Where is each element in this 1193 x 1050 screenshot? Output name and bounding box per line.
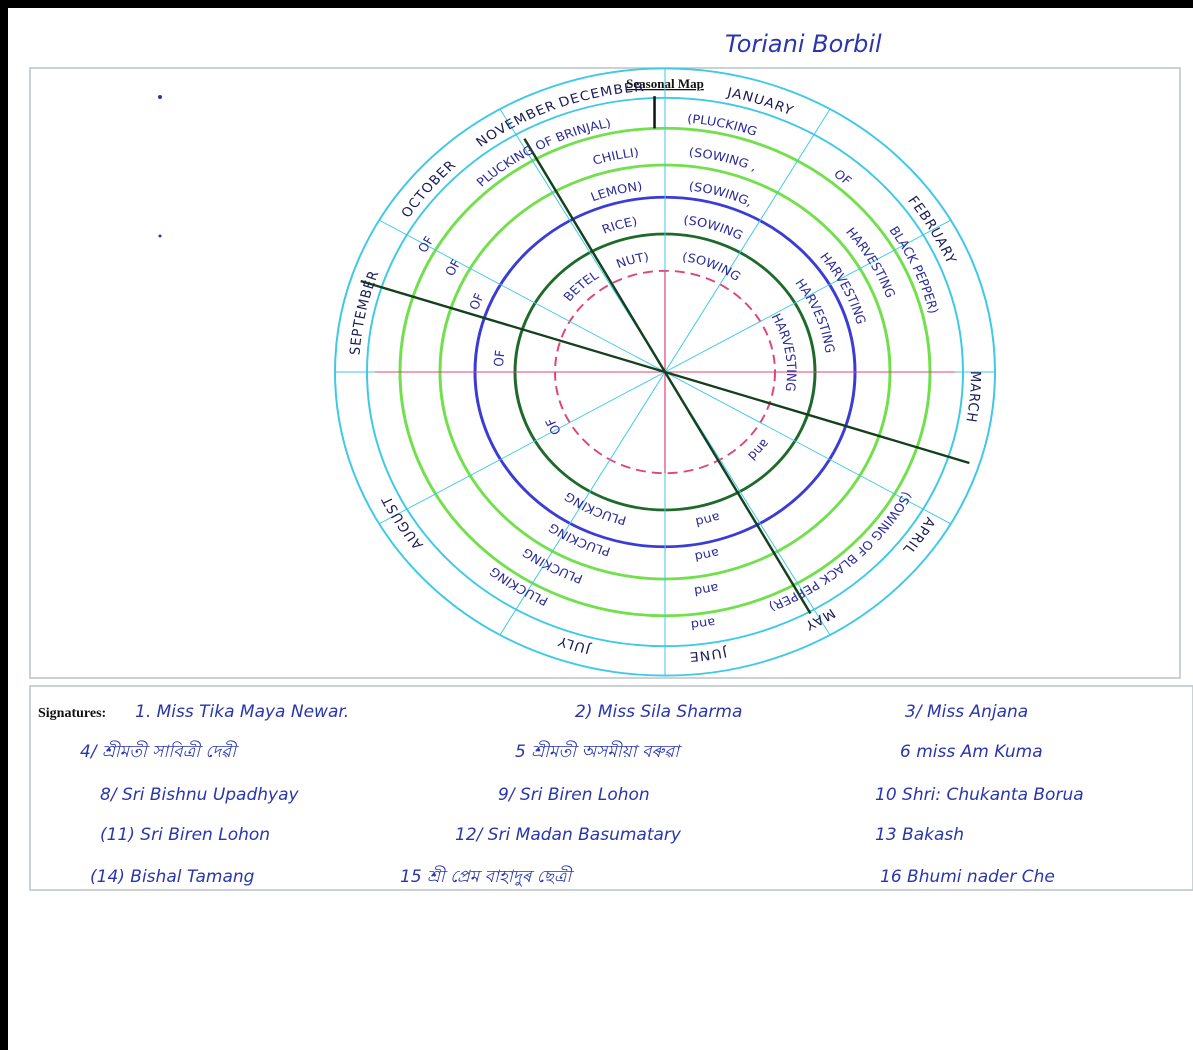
crop-activity-label: OF	[491, 349, 508, 367]
crop-activity-label-path: OF	[491, 349, 508, 367]
crop-activity-label: OF	[542, 416, 564, 437]
signature: 2) Miss Sila Sharma	[575, 702, 742, 722]
signature: 5 শ্ৰীমতী অসমীয়া বৰুৱা	[515, 740, 682, 762]
signature: 15 শ্ৰী প্ৰেম বাহাদুৰ ছেত্ৰী	[400, 865, 574, 887]
ink-dot	[158, 234, 162, 238]
signature: (11) Sri Biren Lohon	[100, 825, 270, 845]
signature: 4/ শ্ৰীমতী সাবিত্ৰী দেৱী	[80, 740, 239, 762]
crop-activity-label: and	[694, 510, 722, 530]
crop-activity-label: and	[690, 615, 717, 632]
crop-activity-label: OF	[414, 234, 436, 255]
crop-activity-label-path: and	[693, 581, 720, 599]
signatures-label: Signatures:	[38, 706, 106, 721]
signature: (14) Bishal Tamang	[90, 867, 255, 887]
crop-activity-label-path: OF	[442, 257, 464, 278]
signature: 9/ Sri Biren Lohon	[498, 785, 650, 805]
season-divider	[523, 138, 812, 614]
month-spoke	[664, 371, 952, 525]
crop-activity-label: and	[694, 546, 722, 565]
ink-dot	[158, 95, 162, 99]
signature: 16 Bhumi nader Che	[880, 867, 1055, 887]
month-spoke	[378, 219, 666, 373]
crop-activity-label: OF	[466, 291, 487, 312]
crop-activity-label-path: and	[694, 546, 722, 565]
month-label-path: JUNE	[688, 644, 728, 663]
crop-activity-label-path: and	[690, 615, 717, 632]
signature: 8/ Sri Bishnu Upadhyay	[100, 785, 300, 805]
signature: 1. Miss Tika Maya Newar.	[135, 702, 349, 722]
crop-activity-label-path: OF	[414, 234, 436, 255]
crop-activity-label: and	[693, 581, 720, 599]
month-label: JUNE	[688, 644, 729, 663]
month-label-path: MARCH	[962, 371, 981, 424]
month-spoke	[499, 371, 666, 636]
crop-activity-label: OF	[442, 257, 464, 278]
month-spoke	[664, 219, 952, 373]
signature: 6 miss Am Kuma	[900, 742, 1043, 762]
signatures: 1. Miss Tika Maya Newar. 2) Miss Sila Sha…	[80, 702, 1084, 887]
signature: 10 Shri: Chukanta Borua	[875, 785, 1084, 805]
crop-activity-label-path: and	[694, 510, 722, 530]
season-divider	[360, 279, 970, 465]
signature: 3/ Miss Anjana	[905, 702, 1028, 722]
page-title: Toriani Borbil	[725, 30, 882, 58]
crop-activity-label-path: OF	[466, 291, 487, 312]
month-spoke	[378, 371, 666, 525]
crop-activity-label-path: OF	[542, 416, 564, 437]
month-spoke	[664, 108, 831, 373]
map-frame	[29, 67, 1181, 679]
signature-frame	[29, 685, 1193, 891]
signature: 13 Bakash	[875, 825, 964, 845]
signature: 12/ Sri Madan Basumatary	[455, 825, 682, 845]
month-label: MARCH	[962, 371, 982, 424]
